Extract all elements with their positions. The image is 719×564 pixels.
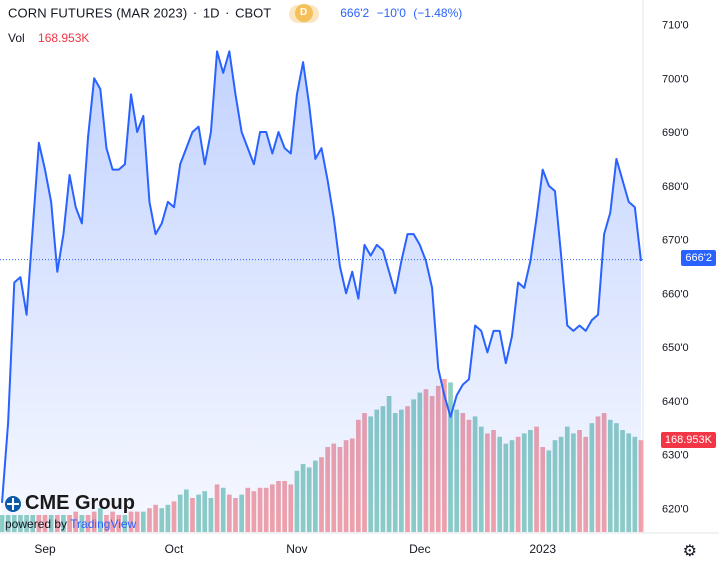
quote-values: 666'2 −10'0 (−1.48%) <box>340 6 466 20</box>
price-line <box>1 50 642 503</box>
separator: · <box>192 5 198 21</box>
volume-label: Vol <box>8 31 25 45</box>
chart-header: CORN FUTURES (MAR 2023) · 1D · CBOT D 66… <box>8 4 466 23</box>
y-tick-label: 630'0 <box>662 450 689 462</box>
y-tick-label: 710'0 <box>662 20 689 32</box>
y-tick-label: 660'0 <box>662 288 689 300</box>
cme-logo[interactable]: CME Group powered by TradingView <box>5 492 136 531</box>
volume-bar <box>638 440 644 532</box>
price-change: −10'0 <box>376 6 406 21</box>
y-tick-label: 620'0 <box>662 503 689 515</box>
y-tick-label: 640'0 <box>662 396 689 408</box>
powered-by-label: powered by <box>5 517 68 531</box>
separator: · <box>225 5 230 21</box>
last-price-tag: 666'2 <box>681 250 716 266</box>
gear-icon[interactable]: ⚙ <box>682 543 697 560</box>
globe-icon <box>5 495 21 512</box>
x-tick-label: 2023 <box>529 542 556 556</box>
exchange-label: CBOT <box>235 5 271 21</box>
delayed-badge-letter: D <box>294 4 313 22</box>
y-tick-label: 690'0 <box>662 127 689 139</box>
cme-brand: CME Group <box>25 492 135 514</box>
x-tick-label: Nov <box>286 542 307 556</box>
last-price: 666'2 <box>340 6 370 21</box>
y-tick-label: 680'0 <box>662 181 689 193</box>
interval-label[interactable]: 1D <box>202 5 220 21</box>
price-area <box>2 51 641 532</box>
tradingview-link[interactable]: TradingView <box>70 517 137 531</box>
y-tick-label: 650'0 <box>662 342 689 354</box>
y-tick-label: 700'0 <box>662 73 689 85</box>
x-tick-label: Dec <box>409 542 430 556</box>
volume-tag: 168.953K <box>660 432 716 448</box>
x-tick-label: Oct <box>165 542 184 556</box>
x-tick-label: Sep <box>34 542 56 556</box>
symbol-title: CORN FUTURES (MAR 2023) <box>8 5 188 21</box>
y-tick-label: 670'0 <box>662 235 689 247</box>
delayed-badge[interactable]: D <box>288 4 319 23</box>
volume-value: 168.953K <box>38 31 90 45</box>
price-change-pct: (−1.48%) <box>413 6 463 21</box>
volume-legend: Vol 168.953K <box>8 31 89 45</box>
